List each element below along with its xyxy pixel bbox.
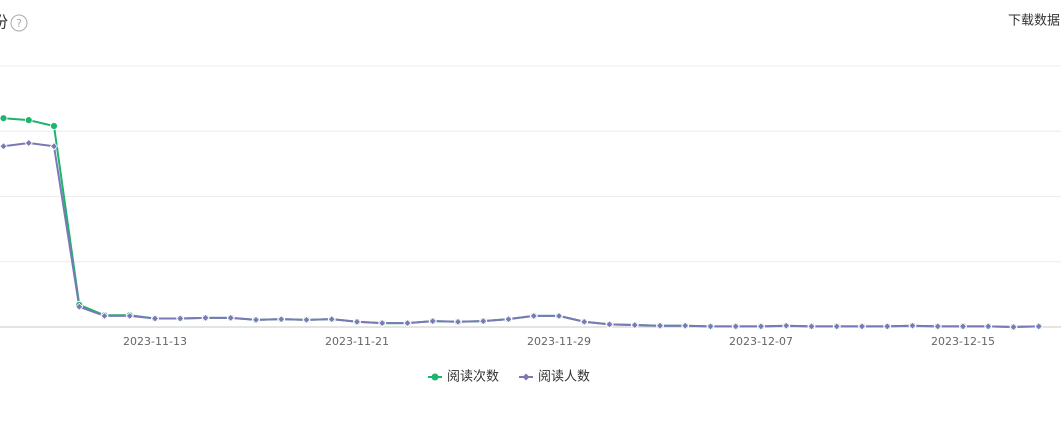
series-line [3,141,1039,329]
data-point [1009,322,1018,332]
data-point [201,313,210,322]
help-icon[interactable]: ? [10,14,28,32]
data-point [479,317,488,326]
data-point [756,322,766,331]
legend-marker [431,373,439,381]
data-point [24,116,33,125]
data-point [655,321,665,330]
data-point [49,142,59,151]
data-point [807,322,816,331]
data-point [580,317,589,326]
data-point [984,322,993,331]
data-point [403,319,412,328]
data-point [731,322,740,331]
data-point [453,317,463,326]
data-point [630,320,639,330]
legend-label: 阅读人数 [538,370,590,385]
data-point [857,322,867,331]
data-point [125,311,134,320]
data-point [0,114,8,123]
data-point [226,313,235,322]
data-point [176,314,185,323]
x-tick-label: 2023-11-13 [123,335,187,348]
data-point [504,315,513,324]
data-point [529,311,538,320]
data-point [908,321,917,330]
data-point [782,321,791,330]
data-point [605,320,614,329]
data-point [554,311,564,320]
data-point [428,317,437,326]
chart-title: 份 [0,13,8,32]
data-point [327,315,336,324]
data-point [75,302,84,311]
data-point [150,314,160,323]
data-point [0,142,8,151]
data-point [378,319,387,328]
data-point [302,315,311,324]
legend-marker [522,373,530,381]
x-tick-label: 2023-12-07 [729,335,793,348]
data-point [277,315,286,324]
download-link[interactable]: 下载数据 [1008,14,1060,29]
x-tick-label: 2023-12-15 [931,335,995,348]
data-point [681,321,690,330]
data-point [832,322,841,331]
data-point [24,138,33,148]
data-point [352,317,362,326]
data-point [883,322,892,331]
data-point [1034,322,1043,331]
x-tick-label: 2023-11-29 [527,335,591,348]
data-point [958,322,968,331]
x-tick-label: 2023-11-21 [325,335,389,348]
data-point [251,315,261,324]
data-point [100,311,109,320]
series-line [3,117,1039,329]
data-point [933,322,942,331]
svg-text:?: ? [16,17,22,30]
legend-item[interactable]: 阅读次数 [428,369,499,385]
legend-item[interactable]: 阅读人数 [519,370,590,385]
data-point [706,322,715,331]
data-point [50,122,58,130]
legend-label: 阅读次数 [447,369,499,385]
